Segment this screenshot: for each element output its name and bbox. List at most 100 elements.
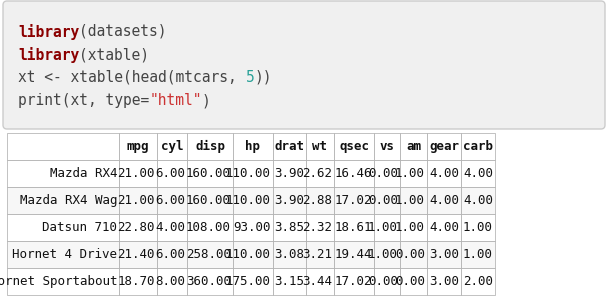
- Text: Hornet 4 Drive: Hornet 4 Drive: [12, 248, 117, 261]
- Bar: [427, 268, 461, 295]
- Text: Mazda RX4: Mazda RX4: [49, 167, 117, 180]
- Bar: [461, 187, 495, 214]
- Bar: [119, 241, 157, 268]
- Bar: [427, 214, 461, 241]
- Text: 175.00: 175.00: [226, 275, 271, 288]
- Bar: [7, 214, 119, 241]
- Text: 3.00: 3.00: [429, 248, 459, 261]
- Text: 2.00: 2.00: [463, 275, 493, 288]
- Bar: [187, 268, 233, 295]
- Text: gear: gear: [429, 140, 459, 153]
- Bar: [374, 187, 400, 214]
- Text: am: am: [406, 140, 421, 153]
- Text: Datsun 710: Datsun 710: [42, 221, 117, 234]
- Text: 360.00: 360.00: [186, 275, 231, 288]
- Text: 3.21: 3.21: [302, 248, 332, 261]
- Text: carb: carb: [463, 140, 493, 153]
- Text: 6.00: 6.00: [155, 167, 185, 180]
- Bar: [7, 241, 119, 268]
- Bar: [461, 160, 495, 187]
- Bar: [233, 214, 273, 241]
- Bar: [187, 133, 233, 160]
- Text: 4.00: 4.00: [429, 167, 459, 180]
- Text: 3.15: 3.15: [274, 275, 304, 288]
- Bar: [119, 160, 157, 187]
- Text: 0.00: 0.00: [368, 167, 398, 180]
- Bar: [427, 187, 461, 214]
- Text: 160.00: 160.00: [186, 167, 231, 180]
- Text: 21.40: 21.40: [117, 248, 155, 261]
- Bar: [306, 268, 334, 295]
- Text: 1.00: 1.00: [368, 221, 398, 234]
- Bar: [273, 268, 306, 295]
- Text: 258.00: 258.00: [186, 248, 231, 261]
- Bar: [461, 241, 495, 268]
- Bar: [119, 133, 157, 160]
- Bar: [119, 268, 157, 295]
- Text: cyl: cyl: [161, 140, 183, 153]
- Text: 4.00: 4.00: [463, 167, 493, 180]
- Text: 4.00: 4.00: [463, 194, 493, 207]
- Bar: [273, 160, 306, 187]
- Text: 19.44: 19.44: [334, 248, 372, 261]
- Text: wt: wt: [313, 140, 328, 153]
- Bar: [306, 214, 334, 241]
- Text: Mazda RX4 Wag: Mazda RX4 Wag: [19, 194, 117, 207]
- Bar: [273, 241, 306, 268]
- Bar: [157, 187, 187, 214]
- Bar: [374, 268, 400, 295]
- Text: 110.00: 110.00: [226, 194, 271, 207]
- Text: 6.00: 6.00: [155, 248, 185, 261]
- Bar: [400, 214, 427, 241]
- Bar: [334, 214, 374, 241]
- Bar: [461, 268, 495, 295]
- FancyBboxPatch shape: [3, 1, 605, 129]
- Bar: [233, 160, 273, 187]
- Bar: [374, 160, 400, 187]
- Text: 0.00: 0.00: [368, 275, 398, 288]
- Text: 3.44: 3.44: [302, 275, 332, 288]
- Text: 2.32: 2.32: [302, 221, 332, 234]
- Text: drat: drat: [274, 140, 305, 153]
- Bar: [306, 241, 334, 268]
- Text: 18.70: 18.70: [117, 275, 155, 288]
- Bar: [187, 160, 233, 187]
- Text: )): )): [254, 70, 272, 85]
- Bar: [461, 133, 495, 160]
- Bar: [233, 187, 273, 214]
- Bar: [306, 160, 334, 187]
- Text: 1.00: 1.00: [395, 167, 425, 180]
- Text: 1.00: 1.00: [368, 248, 398, 261]
- Bar: [233, 133, 273, 160]
- Bar: [374, 133, 400, 160]
- Text: vs: vs: [379, 140, 395, 153]
- Bar: [400, 187, 427, 214]
- Bar: [334, 241, 374, 268]
- Bar: [334, 187, 374, 214]
- Text: "html": "html": [149, 93, 202, 108]
- Bar: [427, 241, 461, 268]
- Bar: [157, 133, 187, 160]
- Text: print(xt, type=: print(xt, type=: [18, 93, 149, 108]
- Bar: [233, 241, 273, 268]
- Text: mpg: mpg: [126, 140, 149, 153]
- Text: 1.00: 1.00: [395, 221, 425, 234]
- Bar: [157, 160, 187, 187]
- Text: 0.00: 0.00: [395, 248, 425, 261]
- Bar: [7, 268, 119, 295]
- Text: 3.90: 3.90: [274, 194, 304, 207]
- Text: 2.88: 2.88: [302, 194, 332, 207]
- Text: 110.00: 110.00: [226, 167, 271, 180]
- Bar: [374, 241, 400, 268]
- Text: 0.00: 0.00: [368, 194, 398, 207]
- Bar: [306, 133, 334, 160]
- Text: 1.00: 1.00: [395, 194, 425, 207]
- Text: 17.02: 17.02: [334, 194, 372, 207]
- Text: 22.80: 22.80: [117, 221, 155, 234]
- Text: 110.00: 110.00: [226, 248, 271, 261]
- Bar: [273, 133, 306, 160]
- Text: 17.02: 17.02: [334, 275, 372, 288]
- Text: 8.00: 8.00: [155, 275, 185, 288]
- Text: library: library: [18, 47, 79, 63]
- Bar: [374, 214, 400, 241]
